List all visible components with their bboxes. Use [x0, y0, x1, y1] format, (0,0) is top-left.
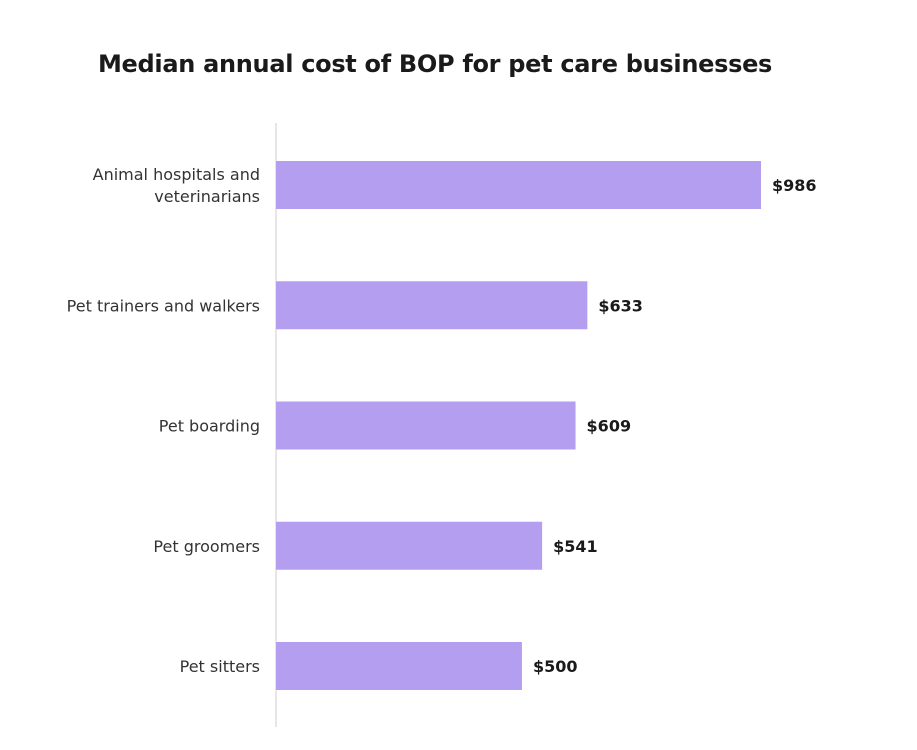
category-label-1: Pet trainers and walkers — [67, 296, 260, 315]
category-labels-group: Animal hospitals and veterinarians Pet tra… — [67, 165, 260, 676]
value-label-0: $986 — [772, 176, 817, 195]
chart-title: Median annual cost of BOP for pet care b… — [97, 50, 773, 78]
category-label-line: Pet trainers and walkers — [67, 296, 260, 315]
bar-3 — [276, 521, 543, 570]
category-label-line: Pet groomers — [153, 537, 260, 556]
value-label-3: $541 — [553, 537, 598, 556]
category-label-line: veterinarians — [154, 187, 260, 206]
category-label-4: Pet sitters — [180, 657, 260, 676]
category-label-3: Pet groomers — [153, 537, 260, 556]
bar-0 — [276, 161, 761, 209]
category-label-2: Pet boarding — [159, 417, 260, 436]
bar-4 — [276, 642, 522, 690]
bars-group — [276, 161, 761, 690]
bar-2 — [276, 401, 576, 450]
value-label-2: $609 — [587, 417, 632, 436]
value-label-1: $633 — [598, 296, 643, 315]
category-label-line: Animal hospitals and — [93, 165, 260, 184]
category-label-line: Pet boarding — [159, 417, 260, 436]
value-labels-group: $986 $633 $609 $541 $500 — [533, 176, 817, 676]
bar-1 — [276, 281, 588, 330]
category-label-0: Animal hospitals and veterinarians — [93, 165, 260, 206]
category-label-line: Pet sitters — [180, 657, 260, 676]
value-label-4: $500 — [533, 657, 578, 676]
